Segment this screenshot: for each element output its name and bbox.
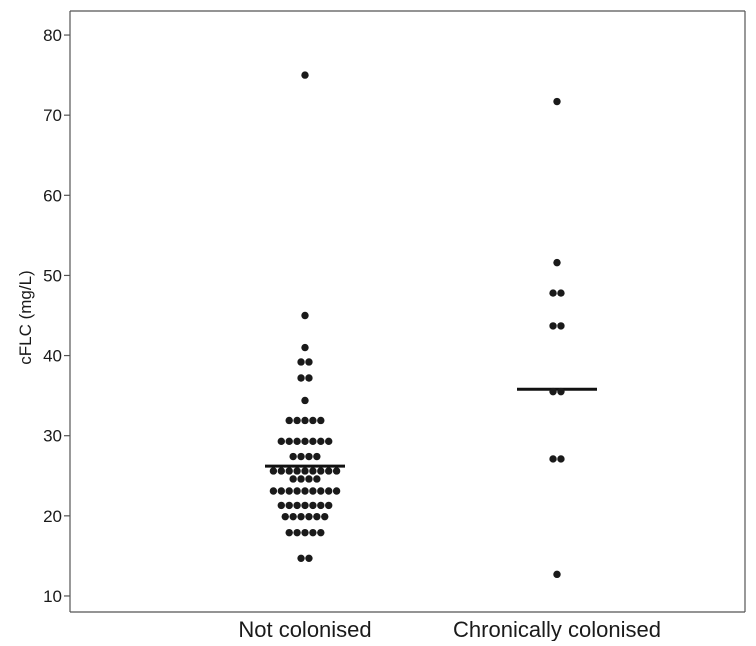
x-category-label-not-colonised: Not colonised — [238, 617, 371, 641]
data-point — [301, 396, 309, 405]
data-point — [325, 467, 333, 475]
data-point — [301, 487, 309, 495]
data-point — [285, 437, 293, 446]
data-point — [313, 475, 321, 483]
data-point — [297, 554, 305, 563]
data-point — [305, 452, 313, 461]
data-point — [269, 467, 278, 475]
y-tick-label-80: 80 — [43, 26, 62, 45]
data-point — [549, 455, 557, 463]
data-point — [293, 528, 301, 537]
data-point — [309, 528, 317, 537]
data-point — [289, 475, 297, 483]
data-point — [549, 322, 557, 330]
data-point — [285, 487, 293, 495]
data-point — [285, 416, 293, 425]
data-point — [309, 437, 317, 446]
y-tick-label-70: 70 — [43, 106, 62, 125]
data-point — [269, 487, 278, 495]
data-point — [289, 452, 297, 461]
data-point — [309, 416, 317, 425]
data-point — [557, 455, 565, 463]
data-point — [305, 554, 313, 563]
data-point — [285, 501, 293, 510]
data-point — [557, 387, 565, 396]
y-tick-label-40: 40 — [43, 347, 62, 366]
data-point — [553, 570, 561, 579]
data-point — [301, 437, 309, 446]
data-point — [309, 501, 317, 510]
y-axis-title: cFLC (mg/L) — [16, 270, 35, 364]
data-point — [313, 452, 321, 461]
data-point — [277, 467, 285, 475]
data-point — [293, 467, 301, 475]
data-point — [317, 487, 325, 495]
data-point — [553, 258, 561, 267]
data-point — [301, 501, 309, 510]
data-point — [301, 71, 309, 79]
data-point — [297, 512, 305, 521]
data-point — [305, 475, 313, 483]
data-point — [277, 437, 285, 446]
data-point — [285, 467, 293, 475]
data-point — [293, 501, 301, 510]
data-point — [301, 311, 309, 320]
data-point — [305, 358, 313, 366]
data-point — [309, 487, 317, 495]
data-point — [293, 487, 301, 495]
data-point — [317, 501, 325, 510]
data-point — [297, 452, 305, 461]
data-point — [293, 416, 301, 425]
data-point — [277, 501, 285, 510]
y-tick-label-10: 10 — [43, 587, 62, 606]
data-point — [317, 528, 325, 537]
data-point — [297, 374, 305, 382]
data-point — [281, 512, 289, 521]
y-tick-label-30: 30 — [43, 427, 62, 446]
data-point — [293, 437, 301, 446]
data-point — [549, 289, 557, 297]
x-category-label-chronically-colonised: Chronically colonised — [453, 617, 661, 641]
data-point — [317, 416, 325, 425]
data-point — [332, 467, 341, 475]
data-point — [309, 467, 317, 475]
data-point — [332, 487, 341, 495]
data-point — [313, 512, 321, 521]
data-point — [317, 467, 325, 475]
data-point — [325, 501, 333, 510]
data-point — [549, 387, 557, 396]
data-point — [277, 487, 285, 495]
data-point — [553, 97, 561, 106]
data-point — [301, 343, 309, 352]
data-point — [325, 487, 333, 495]
data-point — [557, 289, 565, 297]
data-point — [317, 437, 325, 446]
y-tick-label-60: 60 — [43, 186, 62, 205]
data-point — [301, 416, 309, 425]
data-point — [289, 512, 297, 521]
data-point — [325, 437, 333, 446]
data-point — [301, 467, 309, 475]
data-point — [297, 475, 305, 483]
data-point — [557, 322, 565, 330]
data-point — [305, 374, 313, 382]
data-point — [321, 512, 329, 521]
data-point — [301, 528, 309, 537]
y-tick-label-20: 20 — [43, 507, 62, 526]
data-point — [285, 528, 293, 537]
data-point — [305, 512, 313, 521]
data-point — [297, 358, 305, 366]
y-tick-label-50: 50 — [43, 266, 62, 285]
